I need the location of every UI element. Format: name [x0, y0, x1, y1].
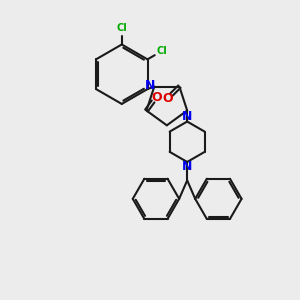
Text: O: O: [151, 91, 162, 103]
Text: Cl: Cl: [116, 23, 127, 33]
Text: N: N: [182, 110, 192, 123]
Text: Cl: Cl: [156, 46, 167, 56]
Text: N: N: [182, 160, 192, 173]
Text: N: N: [145, 79, 155, 92]
Text: O: O: [162, 92, 173, 105]
